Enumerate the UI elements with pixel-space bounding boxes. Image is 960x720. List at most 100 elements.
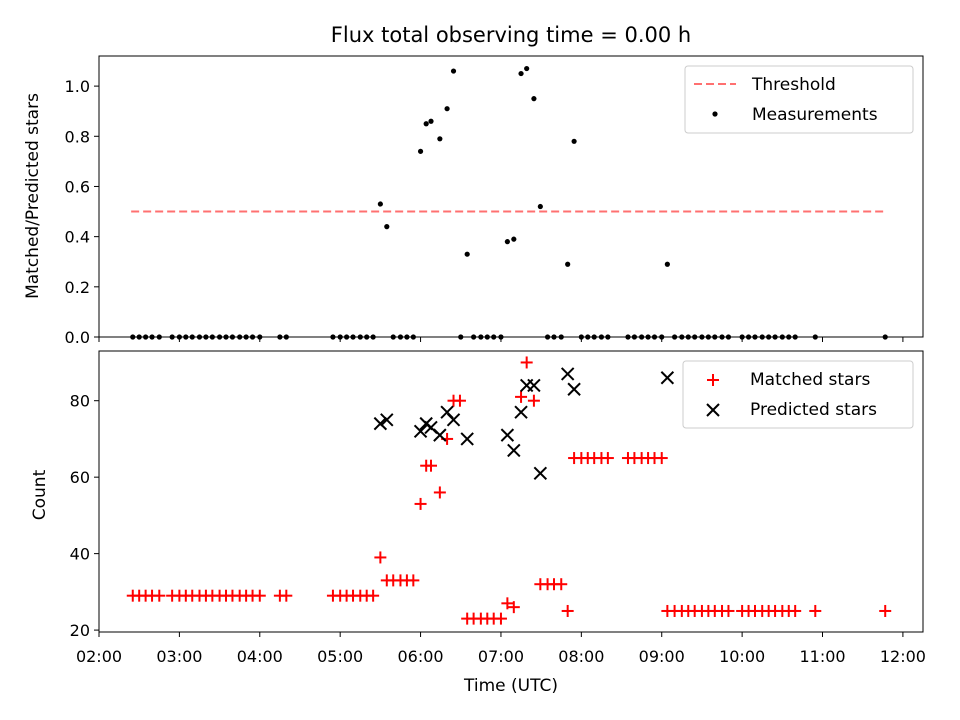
bottom-plot-frame <box>98 350 924 633</box>
predicted-marker-b <box>660 371 675 385</box>
top-y-tick-label: 0.0 <box>65 328 90 347</box>
legend-measurements-swatch <box>712 111 718 117</box>
chart-title: Flux total observing time = 0.00 h <box>331 23 691 47</box>
legend-matched-label: Matched stars <box>750 370 870 390</box>
measurement-point <box>571 138 577 144</box>
matched-star-marker <box>433 486 446 499</box>
predicted-marker-b <box>373 416 388 431</box>
measurement-point <box>511 236 517 242</box>
measurement-point <box>444 106 450 112</box>
x-tick-label: 04:00 <box>237 647 283 666</box>
bottom-legend: Matched stars Predicted stars <box>682 360 914 429</box>
legend-predicted-label: Predicted stars <box>750 400 877 420</box>
matched-star-marker <box>507 601 520 614</box>
matched-star-marker <box>425 459 438 472</box>
measurement-point <box>518 70 524 77</box>
matched-star-marker <box>494 612 507 625</box>
matched-star-marker <box>879 604 892 617</box>
bottom-y-tick-label: 20 <box>70 621 90 640</box>
matched-star-marker <box>407 574 420 587</box>
matched-star-marker <box>253 589 266 602</box>
bottom-y-axis-label: Count <box>30 469 50 520</box>
top-y-tick-label: 0.6 <box>65 177 90 196</box>
top-y-axis-label: Matched/Predicted stars <box>23 93 43 299</box>
matched-star-marker <box>655 452 668 465</box>
legend-threshold-label: Threshold <box>751 75 836 95</box>
predicted-star-marker <box>500 428 515 442</box>
predicted-marker-b <box>500 428 515 442</box>
predicted-star-marker <box>433 428 447 442</box>
measurement-point <box>377 201 383 207</box>
bottom-panel: 20 40 60 80 02:00 03:00 04:00 05:00 06:00 07:00 08… <box>70 350 926 666</box>
x-tick-label: 12:00 <box>880 647 926 666</box>
x-tick-label: 08:00 <box>558 647 604 666</box>
bottom-y-tick-label: 40 <box>70 545 90 564</box>
predicted-marker-b <box>446 413 461 427</box>
predicted-marker-b <box>507 443 521 458</box>
measurement-point <box>537 203 543 210</box>
predicted-marker-b <box>527 378 541 393</box>
predicted-star-marker <box>527 378 541 393</box>
top-y-tick-label: 0.4 <box>65 228 90 247</box>
legend-predicted-swatch <box>706 403 720 417</box>
x-tick-label: 05:00 <box>317 647 363 666</box>
bottom-legend-frame <box>682 360 914 429</box>
x-tick-label: 07:00 <box>478 647 524 666</box>
predicted-star-marker <box>380 413 394 427</box>
predicted-star-marker <box>373 416 388 431</box>
measurement-point <box>437 136 443 142</box>
bottom-y-tick-label: 60 <box>70 468 90 487</box>
x-axis-label: Time (UTC) <box>463 676 558 696</box>
matched-star-marker <box>153 589 166 602</box>
predicted-star-marker <box>660 371 675 385</box>
matched-star-marker <box>789 604 802 617</box>
predicted-star-marker <box>460 432 474 446</box>
measurement-point <box>450 68 457 74</box>
predicted-star-marker <box>560 367 575 381</box>
legend-matched-swatch <box>707 374 719 386</box>
measurement-point <box>664 261 670 267</box>
x-tick-label: 10:00 <box>719 647 765 666</box>
predicted-marker-b <box>380 413 394 427</box>
predicted-star-marker <box>567 382 581 396</box>
x-tick-label: 03:00 <box>156 647 202 666</box>
predicted-marker-b <box>567 382 581 396</box>
predicted-marker-b <box>433 428 447 442</box>
matched-star-marker <box>561 604 574 617</box>
top-plot-frame <box>98 55 924 338</box>
x-tick-label: 09:00 <box>639 647 685 666</box>
measurement-point <box>417 148 424 154</box>
matched-star-marker <box>520 356 533 369</box>
x-tick-label: 11:00 <box>799 647 845 666</box>
matched-star-marker <box>809 604 822 617</box>
predicted-marker-b <box>533 466 548 481</box>
top-panel: 0.0 0.2 0.4 0.6 0.8 1.0 <box>65 55 924 347</box>
matched-star-marker <box>601 452 614 465</box>
top-y-tick-label: 0.8 <box>65 127 90 146</box>
top-legend-frame <box>684 65 914 134</box>
measurement-point <box>428 118 434 124</box>
measurement-point <box>565 261 571 267</box>
matched-star-marker <box>527 394 540 407</box>
matched-star-marker <box>374 551 387 564</box>
matched-star-marker <box>453 394 466 407</box>
predicted-star-marker <box>507 443 521 458</box>
predicted-marker-b <box>440 405 454 419</box>
top-y-tick-label: 0.2 <box>65 278 90 297</box>
matched-star-marker <box>367 589 380 602</box>
measurement-point <box>464 251 470 257</box>
top-y-tick-label: 1.0 <box>65 77 90 96</box>
predicted-marker-b <box>460 432 474 446</box>
predicted-star-marker <box>533 466 548 481</box>
matched-star-marker <box>414 497 427 510</box>
matched-star-marker <box>722 604 735 617</box>
top-legend: Threshold Measurements <box>684 65 914 134</box>
predicted-star-marker <box>413 424 428 438</box>
legend-measurements-label: Measurements <box>752 105 878 125</box>
x-tick-label: 02:00 <box>76 647 122 666</box>
x-tick-label: 06:00 <box>398 647 444 666</box>
measurement-point <box>524 65 530 72</box>
predicted-marker-b <box>560 367 575 381</box>
predicted-marker-b <box>424 420 438 435</box>
